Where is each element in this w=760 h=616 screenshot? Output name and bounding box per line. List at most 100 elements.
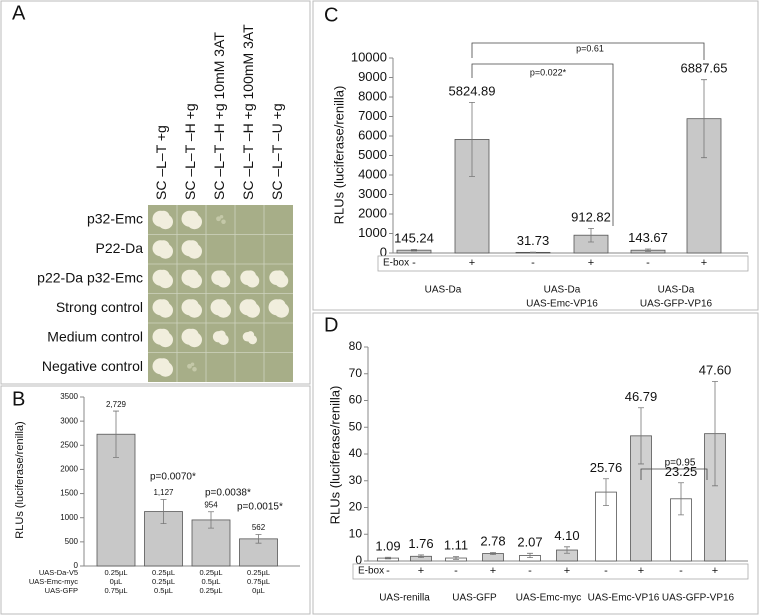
y-tick-label: 500	[65, 537, 79, 546]
ebox-label: E-box	[358, 566, 384, 577]
y-tick-label: 4000	[358, 166, 387, 181]
colony	[157, 269, 170, 282]
column-header: SC –L–T –H +g 100mM 3AT	[240, 24, 256, 200]
colony	[187, 363, 192, 369]
annotation: p=0.61	[576, 43, 604, 53]
table-cell: 0.25µL	[199, 568, 222, 577]
y-tick-label: 2500	[60, 440, 78, 449]
value-label: 4.10	[554, 528, 579, 543]
colony	[157, 299, 170, 312]
group-label: UAS-renilla	[379, 593, 430, 604]
error-bar	[564, 546, 570, 554]
table-cell: 0.25µL	[152, 577, 175, 586]
y-tick-label: 3000	[358, 186, 387, 201]
y-tick-label: 10000	[351, 49, 387, 64]
error-bar	[638, 407, 644, 465]
table-cell: 0.25µL	[104, 568, 127, 577]
colony	[221, 219, 226, 224]
ebox-sign: +	[701, 257, 707, 269]
column-header: SC –L–T –H +g 10mM 3AT	[211, 32, 227, 200]
colony	[216, 216, 221, 222]
bar	[454, 139, 490, 254]
annotation: p=0.0015*	[237, 502, 283, 513]
table-cell: 0.75µL	[104, 586, 127, 595]
colony	[186, 240, 199, 253]
error-bar	[113, 410, 119, 458]
value-label: 31.73	[517, 233, 550, 248]
y-axis-label: RLUs (luciferase/renilla)	[327, 386, 342, 525]
y-tick-label: 0	[355, 553, 362, 567]
y-tick-label: 9000	[358, 69, 387, 84]
y-tick-label: 2000	[60, 465, 78, 474]
colony	[273, 299, 286, 312]
y-tick-label: 1000	[358, 225, 387, 240]
error-bar	[645, 248, 651, 252]
colony	[157, 240, 170, 253]
y-tick-label: 10	[349, 526, 363, 540]
group-label: UAS-GFP-VP16	[662, 593, 735, 604]
error-bar	[712, 381, 718, 487]
ebox-sign: -	[679, 565, 683, 577]
value-label: 46.79	[625, 389, 658, 404]
ebox-sign: -	[531, 257, 535, 269]
error-bar	[527, 552, 533, 559]
y-axis-label: RLUs (luciferase/renilla)	[14, 421, 26, 538]
error-bar	[490, 552, 496, 556]
y-tick-label: 30	[349, 473, 363, 487]
group-label: UAS-GFP-VP16	[640, 299, 713, 310]
table-row-name: UAS-Da-V5	[39, 568, 78, 577]
colony	[192, 367, 197, 372]
value-label: 2.07	[517, 534, 542, 549]
column-header: SC –L–T +g	[153, 125, 169, 200]
value-label: 1,127	[153, 488, 174, 497]
colony	[219, 214, 224, 219]
y-tick-label: 3000	[60, 416, 78, 425]
value-label: 562	[252, 523, 266, 532]
annotation: p=0.022*	[530, 67, 567, 77]
colony	[246, 331, 255, 339]
colony	[190, 362, 195, 367]
colony	[186, 299, 199, 312]
ebox-sign: -	[604, 565, 608, 577]
table-cell: 0.25µL	[152, 568, 175, 577]
table-cell: 0.5µL	[202, 577, 221, 586]
error-bar	[678, 482, 684, 516]
ebox-sign: -	[412, 257, 416, 269]
panel-border	[312, 0, 759, 311]
ebox-sign: +	[638, 565, 644, 577]
value-label: 1.76	[408, 536, 433, 551]
annotation: p=0.0070*	[150, 472, 196, 483]
comparison-bracket	[640, 468, 708, 480]
group-label: UAS-Da	[425, 285, 462, 296]
ebox-row	[377, 255, 749, 272]
y-tick-label: 7000	[358, 108, 387, 123]
value-label: 2,729	[106, 400, 127, 409]
y-tick-label: 6000	[358, 127, 387, 142]
value-label: 954	[204, 500, 218, 509]
value-label: 23.25	[665, 464, 698, 479]
comparison-bracket	[471, 42, 705, 60]
y-tick-label: 1500	[60, 489, 78, 498]
error-bar	[160, 499, 167, 525]
error-bar	[208, 511, 214, 529]
error-bar	[603, 478, 609, 506]
colony	[215, 299, 228, 312]
table-cell: 0.25µL	[247, 568, 270, 577]
panel-border	[312, 312, 759, 615]
y-tick-label: 8000	[358, 88, 387, 103]
y-tick-label: 20	[349, 500, 363, 514]
y-tick-label: 60	[349, 393, 363, 407]
colony	[245, 270, 256, 282]
panel-label: D	[324, 314, 338, 336]
annotation: p=0.95	[665, 458, 696, 469]
row-label: Strong control	[56, 299, 143, 315]
group-label: UAS-Emc-VP16	[526, 299, 598, 310]
error-bar	[411, 248, 417, 252]
group-label: UAS-GFP	[452, 593, 497, 604]
annotation: p=0.0038*	[205, 488, 251, 499]
panel-border	[0, 385, 311, 615]
value-label: 2.78	[480, 534, 505, 549]
error-bar	[385, 556, 391, 560]
group-label: UAS-Da	[658, 285, 695, 296]
comparison-bracket	[471, 63, 614, 226]
